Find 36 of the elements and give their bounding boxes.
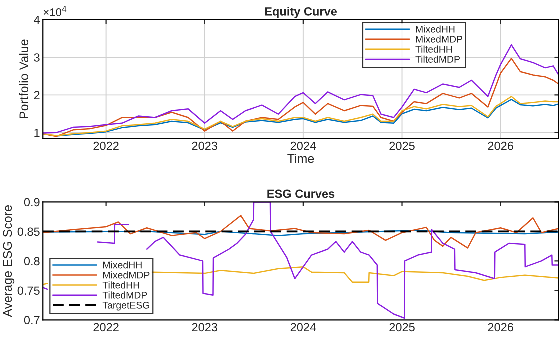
y-tick-label: 0.9 — [24, 198, 40, 207]
legend-label: TiltedHH — [416, 46, 452, 53]
line-series — [43, 44, 559, 134]
y-tick-label: 0.7 — [24, 316, 40, 325]
y-tick-label: 2 — [34, 91, 40, 100]
y-axis-title: Average ESG Score — [3, 206, 15, 318]
y-tick-label: 0.8 — [24, 257, 40, 266]
x-tick-label: 2022 — [94, 323, 119, 332]
legend-label: TiltedHH — [102, 282, 140, 289]
legend-label: TargetESG — [102, 302, 150, 311]
x-tick-label: 2024 — [290, 142, 316, 150]
legend-label: MixedHH — [416, 26, 455, 33]
chart-title: Equity Curve — [265, 7, 338, 18]
x-tick-label: 2026 — [488, 323, 514, 332]
y-tick-label: 0.75 — [18, 286, 40, 296]
y-tick-label: 1 — [34, 128, 40, 138]
legend-label: MixedMDP — [103, 272, 150, 279]
chart-title: ESG Curves — [268, 190, 335, 198]
y-tick-label: 4 — [34, 16, 40, 24]
line-series — [43, 215, 559, 249]
text: ×10$^{4}$ — [44, 6, 67, 16]
y-tick-label: 0.85 — [18, 228, 40, 236]
legend-label: TiltedMDP — [416, 56, 460, 63]
x-axis-title: Time — [288, 154, 314, 164]
legend-label: MixedHH — [103, 262, 142, 269]
x-tick-label: 2025 — [390, 323, 415, 332]
x-tick-label: 2025 — [390, 142, 415, 150]
x-tick-label: 2024 — [290, 323, 316, 332]
legend-label: TiltedMDP — [102, 292, 148, 299]
x-tick-label: 2023 — [192, 323, 218, 332]
legend-label: MixedMDP — [416, 36, 463, 43]
y-axis-title: Portfolio Value — [19, 40, 29, 119]
x-tick-label: 2022 — [94, 142, 119, 150]
x-tick-label: 2026 — [488, 142, 514, 150]
y-tick-label: 3 — [34, 54, 40, 62]
x-tick-label: 2023 — [192, 142, 218, 150]
